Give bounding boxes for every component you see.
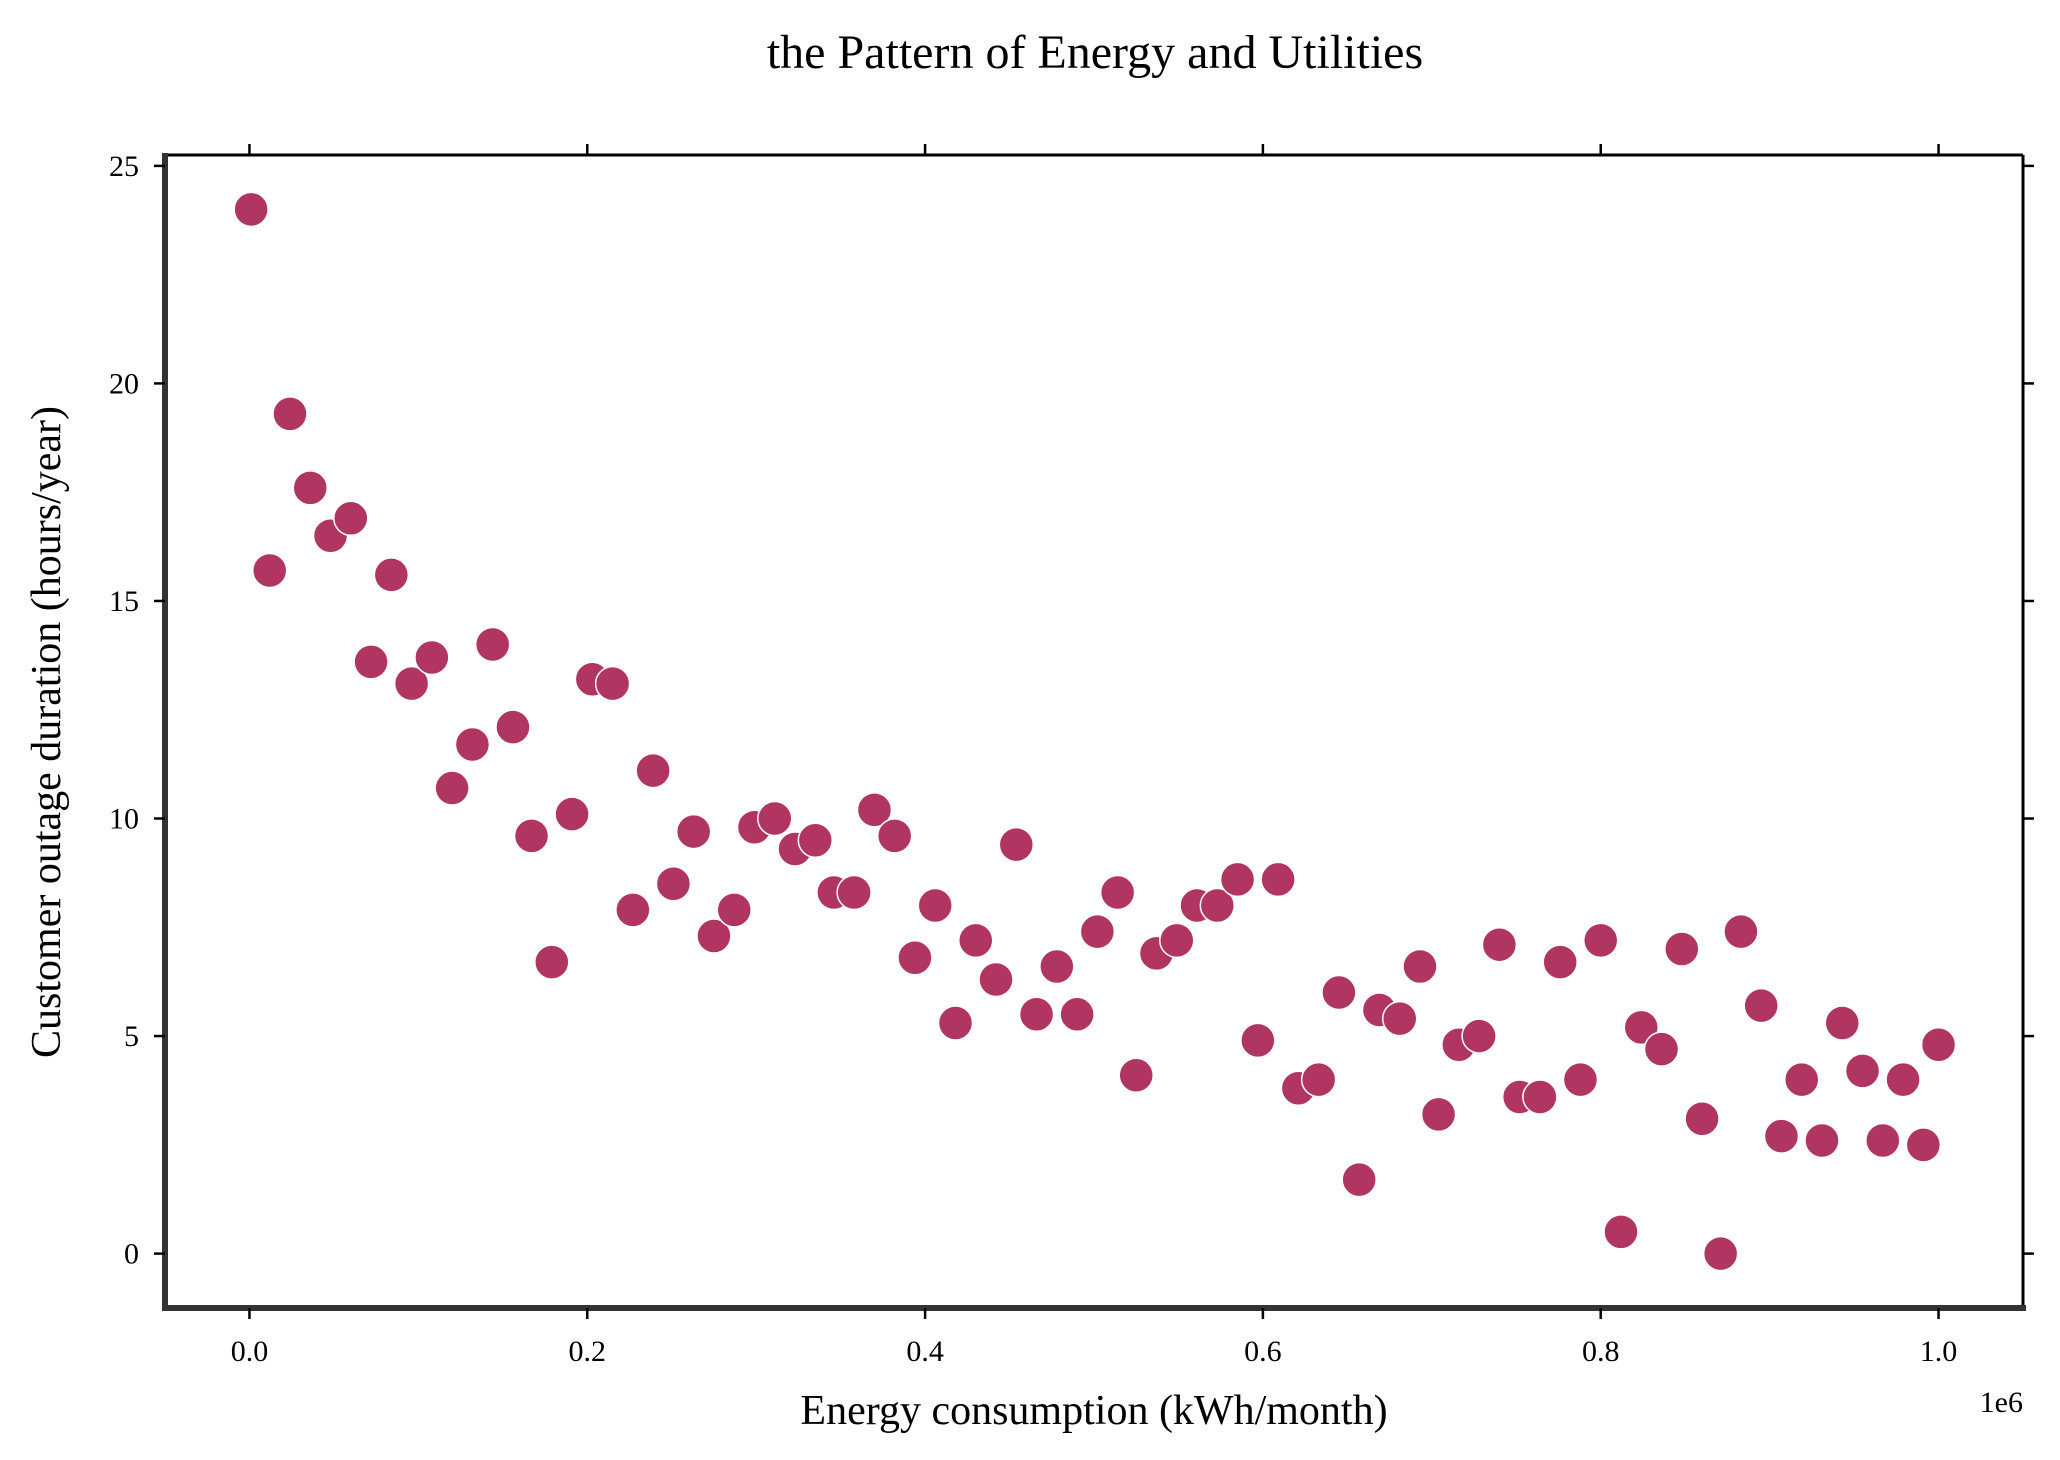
data-point <box>635 752 671 789</box>
data-point <box>414 639 450 676</box>
x-tick-label: 0.6 <box>1244 1335 1282 1368</box>
data-point <box>716 892 752 928</box>
data-point <box>1039 948 1075 985</box>
data-point <box>675 813 712 850</box>
data-point <box>1582 922 1619 959</box>
data-point <box>1018 996 1055 1033</box>
data-point <box>1240 1022 1276 1059</box>
data-point <box>495 709 531 745</box>
data-point <box>1402 948 1438 985</box>
data-point <box>1219 861 1256 898</box>
data-point <box>474 626 511 663</box>
data-point <box>1542 944 1578 980</box>
data-point <box>1664 931 1700 967</box>
y-tick-label: 10 <box>109 803 139 836</box>
data-point <box>1920 1027 1957 1063</box>
data-point <box>836 874 872 911</box>
data-point <box>1341 1161 1377 1198</box>
data-point <box>434 770 470 806</box>
data-point <box>1099 874 1136 911</box>
plot-frame <box>162 153 2026 1311</box>
data-point <box>1684 1100 1720 1137</box>
data-point <box>393 665 430 702</box>
data-point <box>1603 1214 1639 1250</box>
data-point <box>1118 1057 1154 1093</box>
data-point <box>876 818 913 854</box>
y-tick-label: 25 <box>109 150 139 183</box>
y-tick-label: 5 <box>124 1020 139 1053</box>
axis-ticks <box>154 144 2034 1319</box>
y-tick-label: 20 <box>109 367 139 400</box>
data-point <box>1783 1061 1820 1098</box>
data-point <box>856 792 893 828</box>
data-point <box>1723 913 1759 950</box>
y-tick-label: 15 <box>109 585 139 618</box>
data-point <box>233 191 269 228</box>
y-axis-label: Customer outage duration (hours/year) <box>24 406 70 1058</box>
data-point <box>513 818 550 854</box>
data-point <box>1743 987 1779 1024</box>
data-point <box>1420 1096 1457 1133</box>
data-point <box>655 866 692 902</box>
x-tick-label: 1.0 <box>1920 1335 1958 1368</box>
data-point <box>978 961 1014 998</box>
data-point <box>353 644 389 680</box>
data-point <box>757 800 793 837</box>
data-point <box>1522 1079 1558 1115</box>
data-point <box>797 822 834 859</box>
data-point <box>292 470 329 506</box>
data-point <box>333 500 369 537</box>
data-point <box>554 796 590 832</box>
data-point <box>1865 1122 1901 1159</box>
data-point <box>1381 1000 1418 1037</box>
data-point <box>594 665 631 702</box>
data-point <box>1643 1031 1680 1067</box>
data-point <box>1159 922 1195 959</box>
x-axis-offset-label: 1e6 <box>1980 1386 2023 1419</box>
data-point <box>1562 1061 1599 1098</box>
x-tick-label: 0.0 <box>231 1335 269 1368</box>
data-point <box>1260 861 1296 898</box>
data-point <box>696 918 732 954</box>
data-point <box>1059 996 1095 1033</box>
data-point <box>534 944 570 980</box>
data-point <box>1461 1018 1497 1054</box>
data-point <box>1885 1061 1921 1098</box>
data-point <box>1905 1127 1942 1163</box>
chart-title: the Pattern of Energy and Utilities <box>767 26 1423 79</box>
tick-labels: 0.0 0.2 0.4 0.6 0.8 1.0 0 5 10 15 20 25 <box>109 150 1957 1368</box>
data-point <box>1804 1122 1840 1159</box>
data-point <box>1300 1061 1337 1098</box>
data-point <box>958 922 994 959</box>
data-point <box>1844 1053 1881 1089</box>
data-point <box>998 826 1035 863</box>
data-point <box>1824 1005 1861 1041</box>
x-tick-label: 0.2 <box>569 1335 607 1368</box>
data-point <box>897 939 933 976</box>
data-point <box>454 726 491 763</box>
data-point <box>1199 887 1236 924</box>
data-point <box>373 557 410 593</box>
data-point <box>615 892 651 928</box>
data-point <box>1321 974 1357 1011</box>
data-point <box>1481 926 1518 963</box>
data-point <box>272 396 308 432</box>
data-point <box>1763 1118 1800 1154</box>
data-point <box>917 887 953 924</box>
data-points <box>233 191 1957 1272</box>
x-axis-label: Energy consumption (kWh/month) <box>800 1388 1387 1434</box>
data-point <box>251 552 288 589</box>
data-point <box>1079 913 1116 950</box>
x-tick-label: 0.8 <box>1582 1335 1620 1368</box>
data-point <box>937 1005 974 1041</box>
y-tick-label: 0 <box>124 1238 139 1271</box>
x-tick-label: 0.4 <box>906 1335 944 1368</box>
data-point <box>1702 1235 1739 1272</box>
